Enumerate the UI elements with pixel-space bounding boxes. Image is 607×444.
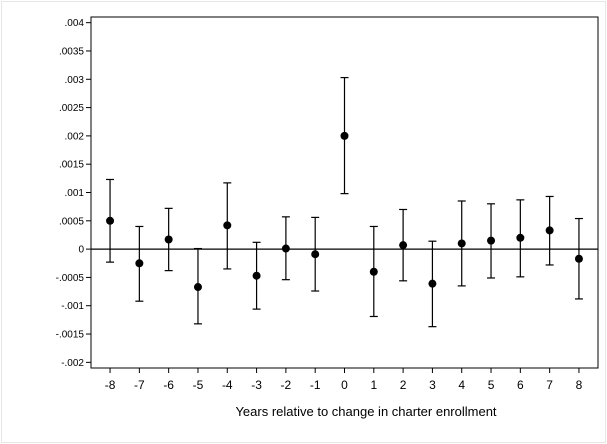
y-tick-label: .0015 [59, 160, 84, 171]
estimate-point [516, 233, 525, 242]
estimate-point [340, 131, 349, 140]
estimate-point [106, 216, 115, 225]
y-axis: -.002 -.0015 -.001 -.0005 0 .0005 .001 .0015 .00… [56, 18, 91, 369]
y-tick-label: .0005 [59, 216, 84, 227]
x-tick-label: 7 [546, 378, 553, 392]
x-tick-label: 5 [488, 378, 495, 392]
y-tick-label: .003 [65, 75, 85, 86]
y-tick-label: -.0015 [56, 330, 85, 341]
estimate-point [428, 279, 437, 288]
estimate-point [545, 226, 554, 235]
x-tick-label: 8 [576, 378, 583, 392]
estimate-point [574, 254, 583, 263]
estimate-point [369, 267, 378, 276]
y-tick-label: -.0005 [56, 273, 85, 284]
x-tick-label: 3 [429, 378, 436, 392]
y-tick-label: .0035 [59, 46, 84, 57]
estimate-point [193, 283, 202, 292]
y-tick-label: .002 [65, 131, 85, 142]
estimate-point [487, 236, 496, 245]
x-tick-label: -7 [134, 378, 145, 392]
estimate-point [135, 259, 144, 268]
y-tick-label: -.002 [61, 358, 84, 369]
x-tick-label: -3 [251, 378, 262, 392]
estimate-point [164, 235, 173, 244]
x-tick-label: 1 [370, 378, 377, 392]
estimate-point [252, 271, 261, 280]
estimate-point [399, 241, 408, 250]
estimates-series [106, 76, 583, 328]
y-tick-label: 0 [78, 245, 84, 256]
x-tick-label: -6 [163, 378, 174, 392]
x-tick-label: -1 [310, 378, 321, 392]
x-axis: -8 -7 -6 -5 -4 -3 -2 -1 0 1 2 3 4 5 6 7 8 [105, 368, 583, 392]
x-tick-label: -5 [193, 378, 204, 392]
y-tick-label: -.001 [61, 301, 84, 312]
y-tick-label: .004 [65, 18, 85, 29]
x-tick-label: 4 [458, 378, 465, 392]
x-axis-title: Years relative to change in charter enro… [235, 404, 496, 419]
estimate-point [457, 239, 466, 248]
x-tick-label: 0 [341, 378, 348, 392]
estimate-point [223, 221, 232, 230]
x-tick-label: -8 [105, 378, 116, 392]
y-tick-label: .001 [65, 188, 85, 199]
x-tick-label: 2 [400, 378, 407, 392]
x-tick-label: -2 [281, 378, 292, 392]
estimate-point [281, 244, 290, 253]
estimate-point [311, 250, 320, 259]
x-tick-label: 6 [517, 378, 524, 392]
x-tick-label: -4 [222, 378, 233, 392]
y-tick-label: .0025 [59, 103, 84, 114]
